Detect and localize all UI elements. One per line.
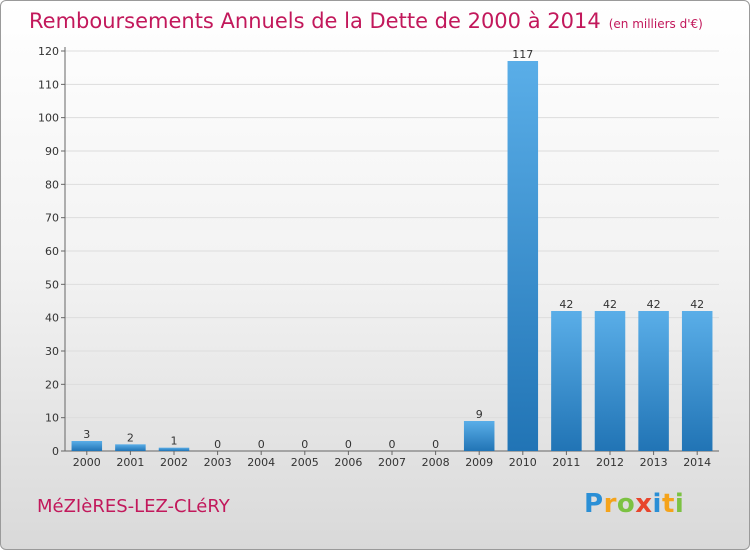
y-tick-label: 100: [38, 112, 59, 125]
x-tick-label: 2001: [116, 456, 144, 469]
bar: [594, 311, 626, 451]
bar-value-label: 3: [83, 428, 90, 441]
x-tick-label: 2005: [291, 456, 319, 469]
bar: [551, 311, 582, 451]
bar-value-label: 0: [432, 438, 439, 451]
bar-value-label: 0: [345, 438, 352, 451]
x-tick-label: 2013: [640, 456, 668, 469]
x-tick-label: 2006: [334, 456, 362, 469]
brand-letter: t: [661, 489, 675, 519]
bar: [507, 61, 539, 451]
y-tick-label: 40: [45, 312, 59, 325]
bar: [115, 444, 146, 451]
bar: [463, 421, 495, 451]
y-tick-label: 0: [52, 445, 59, 458]
x-tick-label: 2000: [73, 456, 101, 469]
x-tick-label: 2010: [509, 456, 537, 469]
y-tick-label: 120: [38, 45, 59, 58]
y-tick-label: 80: [45, 178, 59, 191]
y-tick-label: 90: [45, 145, 59, 158]
bar-value-label: 9: [476, 408, 483, 421]
bar-value-label: 42: [690, 298, 704, 311]
y-tick-label: 110: [38, 78, 59, 91]
bar-value-label: 42: [647, 298, 661, 311]
brand-letter: o: [616, 489, 636, 519]
y-tick-label: 20: [45, 378, 59, 391]
bar-value-label: 0: [258, 438, 265, 451]
brand-letter: x: [635, 489, 653, 519]
y-tick-label: 60: [45, 245, 59, 258]
x-tick-label: 2008: [422, 456, 450, 469]
x-tick-label: 2012: [596, 456, 624, 469]
chart-title: Remboursements Annuels de la Dette de 20…: [29, 9, 703, 33]
bar-value-label: 0: [301, 438, 308, 451]
x-tick-label: 2014: [683, 456, 711, 469]
proxiti-logo: Proxiti: [584, 489, 684, 519]
bar: [71, 441, 103, 451]
brand-letter: i: [652, 489, 662, 519]
bar: [158, 447, 190, 451]
title-unit: (en milliers d'€): [608, 17, 703, 31]
bar-value-label: 2: [127, 431, 134, 444]
y-tick-label: 70: [45, 212, 59, 225]
commune-name: MéZIèRES-LEZ-CLéRY: [37, 496, 230, 517]
bar: [681, 311, 713, 451]
brand-letter: P: [584, 489, 604, 519]
x-tick-label: 2011: [552, 456, 580, 469]
title-main: Remboursements Annuels de la Dette de 20…: [29, 9, 601, 33]
bar-value-label: 0: [389, 438, 396, 451]
bar-value-label: 0: [214, 438, 221, 451]
bar-value-label: 1: [171, 435, 178, 448]
brand-letter: i: [674, 489, 685, 519]
bar-value-label: 42: [559, 298, 573, 311]
bar-value-label: 42: [603, 298, 617, 311]
x-tick-label: 2009: [465, 456, 493, 469]
x-tick-label: 2003: [204, 456, 232, 469]
x-tick-label: 2002: [160, 456, 188, 469]
brand-letter: r: [603, 489, 617, 519]
y-tick-label: 10: [45, 412, 59, 425]
x-tick-label: 2007: [378, 456, 406, 469]
bar: [638, 311, 669, 451]
y-tick-label: 30: [45, 345, 59, 358]
x-tick-label: 2004: [247, 456, 275, 469]
y-tick-label: 50: [45, 278, 59, 291]
bar-value-label: 117: [512, 48, 533, 61]
